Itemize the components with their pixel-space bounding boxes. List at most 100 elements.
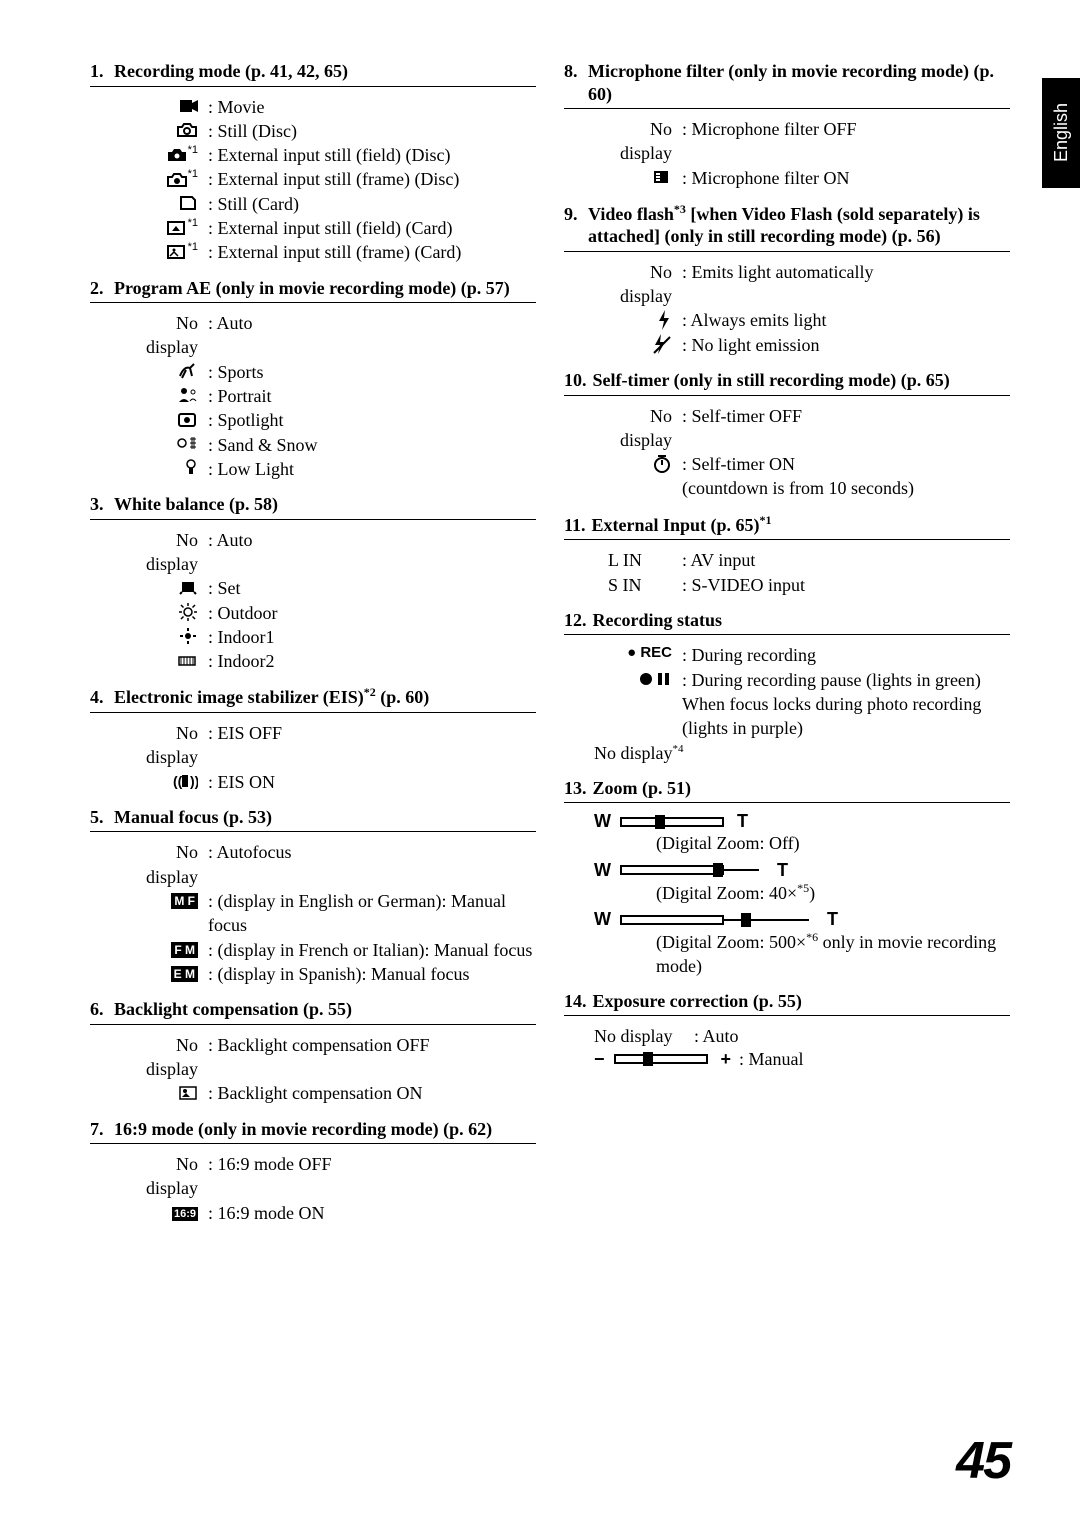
d: : Microphone filter ON	[682, 166, 1010, 190]
rule	[564, 802, 1010, 803]
set-icon	[120, 576, 198, 599]
section-7: 7.16:9 mode (only in movie recording mod…	[90, 1118, 536, 1225]
d: : External input still (frame) (Card)	[208, 240, 536, 264]
svg-text:((: ((	[173, 773, 183, 789]
s11-title: External Input (p. 65)*1	[592, 513, 772, 537]
z1: (Digital Zoom: Off)	[656, 832, 1010, 855]
d: : During recording pause (lights in gree…	[682, 668, 1010, 692]
card-frame-icon: *1	[120, 240, 198, 264]
d: : EIS OFF	[208, 721, 536, 745]
d: : (display in Spanish): Manual focus	[208, 962, 536, 986]
s3-title: White balance (p. 58)	[114, 493, 278, 516]
zoom-bar-2: W T	[594, 860, 1010, 881]
rule	[564, 395, 1010, 396]
d: When focus locks during photo recording …	[682, 692, 1010, 741]
rule	[564, 634, 1010, 635]
d: : 16:9 mode OFF	[208, 1152, 536, 1176]
exposure-bar: − + : Manual	[594, 1049, 1010, 1070]
d: : EIS ON	[208, 770, 536, 794]
d: : Sports	[208, 360, 536, 384]
camera-field-disc-icon: *1	[120, 143, 198, 167]
d: : AV input	[682, 548, 1010, 572]
page-columns: 1.Recording mode (p. 41, 42, 65) : Movie…	[90, 60, 1010, 1237]
rule	[90, 302, 536, 303]
s3-num: 3.	[90, 493, 108, 516]
z3: (Digital Zoom: 500×*6 only in movie reco…	[656, 930, 1010, 978]
s9-num: 9.	[564, 203, 582, 226]
d: : S-VIDEO input	[682, 573, 1010, 597]
sand-snow-icon	[120, 433, 198, 456]
d: : Auto	[208, 528, 536, 552]
d: : Indoor1	[208, 625, 536, 649]
nodisplay: No display	[120, 840, 198, 889]
nodisplay: No display	[594, 260, 672, 309]
section-6: 6.Backlight compensation (p. 55) No disp…	[90, 998, 536, 1105]
s6-title: Backlight compensation (p. 55)	[114, 998, 352, 1021]
sports-icon	[120, 360, 198, 383]
s1-num: 1.	[90, 60, 108, 83]
s12-num: 12.	[564, 609, 587, 632]
d: : Microphone filter OFF	[682, 117, 1010, 141]
s7-title: 16:9 mode (only in movie recording mode)…	[114, 1118, 492, 1141]
rec-icon: ● REC	[594, 643, 672, 663]
section-14: 14. Exposure correction (p. 55) No displa…	[564, 990, 1010, 1070]
d: : Still (Disc)	[208, 119, 536, 143]
section-2: 2.Program AE (only in movie recording mo…	[90, 277, 536, 482]
eis-icon: (())	[120, 770, 198, 793]
s8-num: 8.	[564, 60, 582, 83]
d: : Spotlight	[208, 408, 536, 432]
lowlight-icon	[120, 457, 198, 480]
blc-icon	[120, 1081, 198, 1104]
d: : Still (Card)	[208, 192, 536, 216]
nodisplay: No display	[594, 1024, 684, 1048]
nodisplay: No display	[120, 1033, 198, 1082]
timer-icon	[594, 452, 672, 475]
rule	[564, 1015, 1010, 1016]
flash-icon	[594, 308, 672, 331]
section-9: 9. Video flash*3 [when Video Flash (sold …	[564, 202, 1010, 357]
d: : No light emission	[682, 333, 1010, 357]
s14-title: Exposure correction (p. 55)	[593, 990, 802, 1013]
d: : Always emits light	[682, 308, 1010, 332]
section-8: 8. Microphone filter (only in movie recor…	[564, 60, 1010, 190]
s9-title: Video flash*3 [when Video Flash (sold se…	[588, 202, 1010, 248]
card-icon	[120, 192, 198, 215]
rule	[90, 86, 536, 87]
page-number: 45	[956, 1431, 1010, 1491]
s13-num: 13.	[564, 777, 587, 800]
movie-icon	[120, 95, 198, 118]
rule	[564, 108, 1010, 109]
spotlight-icon	[120, 408, 198, 431]
s14-num: 14.	[564, 990, 587, 1013]
indoor2-icon	[120, 649, 198, 672]
fm-icon: F M	[120, 938, 198, 961]
d: : Portrait	[208, 384, 536, 408]
language-label: English	[1051, 103, 1072, 162]
section-11: 11. External Input (p. 65)*1 L IN : AV inp…	[564, 513, 1010, 597]
s11-num: 11.	[564, 514, 586, 537]
camera-frame-disc-icon: *1	[120, 167, 198, 191]
section-5: 5.Manual focus (p. 53) No display: Autof…	[90, 806, 536, 986]
d: : External input still (field) (Disc)	[208, 143, 536, 167]
d: : Outdoor	[208, 601, 536, 625]
section-13: 13.Zoom (p. 51) W T (Digital Zoom: Off) …	[564, 777, 1010, 978]
d: : During recording	[682, 643, 1010, 667]
d: : Auto	[208, 311, 536, 335]
noflash-icon	[594, 333, 672, 356]
d: : Backlight compensation OFF	[208, 1033, 536, 1057]
s8-title: Microphone filter (only in movie recordi…	[588, 60, 1010, 105]
d: : Emits light automatically	[682, 260, 1010, 284]
portrait-icon	[120, 384, 198, 407]
d: (countdown is from 10 seconds)	[682, 476, 1010, 500]
rule	[90, 1143, 536, 1144]
nodisplay: No display	[120, 528, 198, 577]
nodisplay: No display	[120, 311, 198, 360]
s4-title: Electronic image stabilizer (EIS)*2 (p. …	[114, 685, 429, 709]
svg-text:)): ))	[190, 773, 198, 789]
right-column: 8. Microphone filter (only in movie recor…	[564, 60, 1010, 1237]
lin: L IN	[594, 548, 672, 572]
d: : Self-timer OFF	[682, 404, 1010, 428]
rule	[564, 251, 1010, 252]
section-10: 10.Self-timer (only in still recording m…	[564, 369, 1010, 501]
nodisplay: No display	[594, 117, 672, 166]
